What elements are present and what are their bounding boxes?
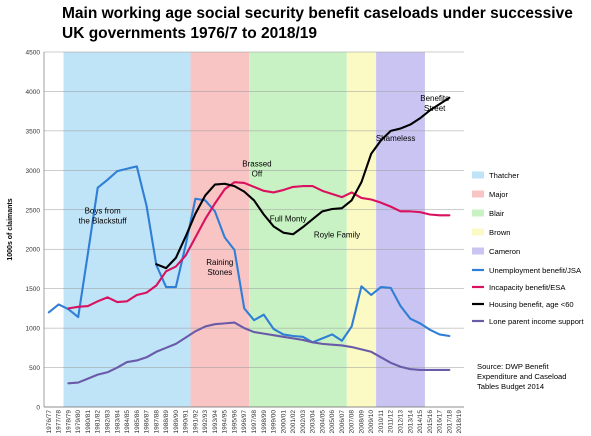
x-tick-label: 1989/90 [173, 410, 180, 434]
source-line: Expenditure and Caseload [477, 372, 567, 381]
annotation-label: Boys from [85, 207, 121, 216]
legend-label: Thatcher [489, 171, 519, 180]
y-axis-label: 1000s of claimants [7, 198, 14, 260]
x-tick-label: 1988/89 [163, 410, 170, 434]
annotation-label: the Blackstuff [79, 217, 128, 226]
series-lines [47, 96, 451, 385]
x-tick-label: 2008/09 [358, 410, 365, 434]
annotation-label: Shameless [376, 134, 416, 143]
x-tick-label: 1999/00 [271, 410, 278, 434]
x-tick-label: 2018/19 [456, 410, 463, 434]
annotation-label: Stones [207, 268, 232, 277]
series-line [155, 96, 451, 270]
y-tick-label: 500 [29, 365, 40, 372]
x-tick-label: 1995/96 [231, 410, 238, 434]
x-tick-label: 2000/01 [280, 410, 287, 434]
x-tick-label: 1976/77 [46, 410, 53, 434]
series-line [67, 321, 451, 385]
x-tick-label: 1997/98 [251, 410, 258, 434]
x-tick-label: 2006/07 [339, 410, 346, 434]
x-tick-label: 2001/02 [290, 410, 297, 434]
x-tick-label: 2016/17 [437, 410, 444, 434]
x-axis-ticks: 1976/77 1977/78 1978/79 1979/80 1980/81 1981/… [46, 410, 463, 434]
legend-swatch [472, 228, 484, 236]
x-tick-label: 1987/88 [153, 410, 160, 434]
annotation-label: Off [252, 169, 263, 178]
gridlines [43, 51, 464, 408]
x-tick-label: 1994/95 [222, 410, 229, 434]
x-tick-label: 1980/81 [85, 410, 92, 434]
y-tick-label: 1000 [26, 326, 41, 333]
y-tick-label: 1500 [26, 286, 41, 293]
source-line: Tables Budget 2014 [477, 382, 544, 391]
y-axis-ticks: 0 500 1000 1500 2000 2500 3000 3500 4000 4500 [26, 50, 41, 412]
x-tick-label: 1991/92 [192, 410, 199, 434]
x-tick-label: 2007/08 [349, 410, 356, 434]
x-tick-label: 2010/11 [378, 410, 385, 433]
band-thatcher [63, 52, 191, 407]
y-tick-label: 3500 [26, 128, 41, 135]
legend-label: Cameron [489, 247, 520, 256]
legend: Thatcher Major Blair Brown Cameron Unemployme… [472, 171, 584, 326]
government-bands [63, 52, 425, 407]
annotation-label: Street [424, 104, 446, 113]
annotation-label: Royle Family [314, 230, 360, 239]
annotation-label: Brassed [242, 159, 271, 168]
x-tick-label: 2003/04 [310, 410, 317, 434]
x-tick-label: 1977/78 [56, 410, 63, 434]
legend-label: Housing benefit, age <60 [489, 300, 574, 309]
x-tick-label: 1982/83 [104, 410, 111, 434]
legend-label: Blair [489, 209, 505, 218]
x-tick-label: 1985/86 [134, 410, 141, 434]
y-tick-label: 0 [36, 405, 40, 412]
source-line: Source: DWP Benefit [477, 362, 550, 371]
x-tick-label: 1981/82 [95, 410, 102, 434]
x-tick-label: 1983/84 [114, 410, 121, 434]
band-cameron [376, 52, 425, 407]
legend-label: Incapacity benefit/ESA [489, 283, 566, 292]
x-tick-label: 2017/18 [446, 410, 453, 434]
x-tick-label: 2013/14 [407, 410, 414, 434]
x-tick-label: 2011/12 [388, 410, 395, 433]
legend-swatch [472, 190, 484, 198]
series-line [47, 165, 451, 344]
x-tick-label: 1990/91 [183, 410, 190, 434]
legend-swatch [472, 171, 484, 179]
x-tick-label: 1993/94 [212, 410, 219, 434]
annotation-label: Full Monty [270, 215, 307, 224]
x-tick-label: 1986/87 [144, 410, 151, 434]
legend-swatch [472, 209, 484, 217]
annotation-label: Raining [206, 258, 233, 267]
x-tick-label: 1978/79 [65, 410, 72, 434]
x-tick-label: 2009/10 [368, 410, 375, 434]
x-tick-label: 1998/99 [261, 410, 268, 434]
x-tick-label: 2004/05 [319, 410, 326, 434]
legend-label: Major [489, 190, 508, 199]
legend-label: Unemployment benefit/JSA [489, 266, 582, 275]
legend-label: Lone parent income support [489, 317, 584, 326]
y-tick-label: 2500 [26, 207, 41, 214]
x-tick-label: 2005/06 [329, 410, 336, 434]
y-tick-label: 4500 [26, 50, 41, 57]
x-tick-label: 1979/80 [75, 410, 82, 434]
annotation-label: Benefits [420, 94, 449, 103]
legend-swatch [472, 247, 484, 255]
x-tick-label: 2014/15 [417, 410, 424, 434]
y-tick-label: 3000 [26, 168, 41, 175]
y-tick-label: 4000 [26, 89, 41, 96]
x-tick-label: 1996/97 [241, 410, 248, 434]
series-line [67, 181, 451, 310]
x-tick-label: 2015/16 [427, 410, 434, 434]
chart-title: Main working age social security benefit… [62, 5, 573, 42]
x-tick-label: 2012/13 [398, 410, 405, 434]
x-tick-label: 2002/03 [300, 410, 307, 434]
x-tick-label: 1984/85 [124, 410, 131, 434]
x-tick-label: 1992/93 [202, 410, 209, 434]
legend-label: Brown [489, 228, 511, 237]
y-tick-label: 2000 [26, 247, 41, 254]
